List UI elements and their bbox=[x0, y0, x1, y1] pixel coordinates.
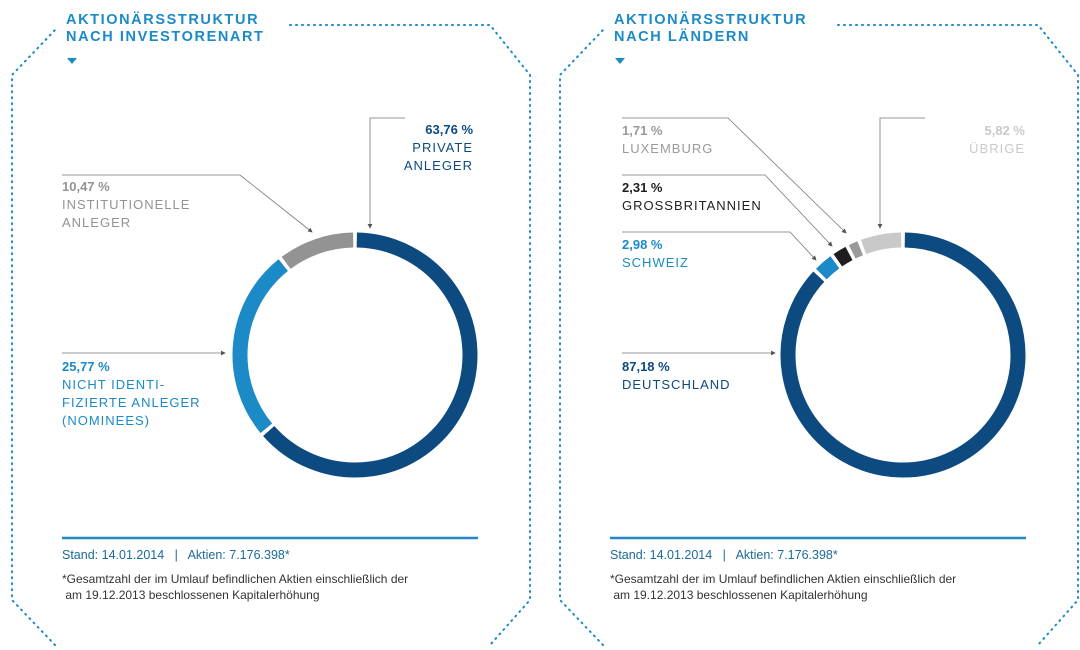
footnote: *Gesamtzahl der im Umlauf befindlichen A… bbox=[62, 572, 409, 602]
category-label: DEUTSCHLAND bbox=[622, 377, 731, 392]
leader-line bbox=[622, 231, 817, 261]
leader-line bbox=[622, 117, 847, 234]
donut-segment bbox=[848, 241, 864, 259]
donut-segment bbox=[860, 232, 902, 255]
title-marker bbox=[615, 58, 625, 64]
footnote: *Gesamtzahl der im Umlauf befindlichen A… bbox=[610, 572, 957, 602]
chart-title: AKTIONÄRSSTRUKTUR NACH INVESTORENART bbox=[60, 12, 271, 46]
value-label: 25,77 % bbox=[62, 359, 110, 374]
category-label: LUXEMBURG bbox=[622, 141, 714, 156]
chart-title: AKTIONÄRSSTRUKTUR NACH LÄNDERN bbox=[608, 12, 814, 46]
value-label: 87,18 % bbox=[622, 359, 670, 374]
note: Stand: 14.01.2014 | Aktien: 7.176.398* bbox=[610, 548, 838, 562]
donut-segment bbox=[780, 232, 1026, 478]
leader-line bbox=[367, 117, 405, 229]
category-label: GROSSBRITANNIEN bbox=[622, 198, 762, 213]
value-label: 2,31 % bbox=[622, 180, 663, 195]
title-marker bbox=[67, 58, 77, 64]
value-label: 1,71 % bbox=[622, 123, 663, 138]
frame bbox=[559, 24, 1079, 646]
category-label: SCHWEIZ bbox=[622, 255, 689, 270]
value-label: 10,47 % bbox=[62, 179, 110, 194]
category-label: NICHT IDENTI- FIZIERTE ANLEGER (NOMINEES… bbox=[62, 377, 201, 428]
leader-line bbox=[62, 174, 313, 233]
category-label: INSTITUTIONELLE ANLEGER bbox=[62, 197, 191, 230]
category-label: PRIVATE ANLEGER bbox=[403, 140, 473, 173]
donut-segment bbox=[232, 259, 289, 434]
category-label: ÜBRIGE bbox=[969, 141, 1025, 156]
value-label: 5,82 % bbox=[984, 123, 1025, 138]
note: Stand: 14.01.2014 | Aktien: 7.176.398* bbox=[62, 548, 290, 562]
donut-segment bbox=[815, 256, 840, 280]
leader-line bbox=[622, 174, 833, 247]
donut-segment bbox=[281, 232, 354, 270]
donut-segment bbox=[263, 232, 478, 478]
leader-line bbox=[877, 117, 925, 229]
value-label: 63,76 % bbox=[425, 122, 473, 137]
value-label: 2,98 % bbox=[622, 237, 663, 252]
frame bbox=[11, 24, 531, 646]
donut-segment bbox=[833, 246, 853, 267]
